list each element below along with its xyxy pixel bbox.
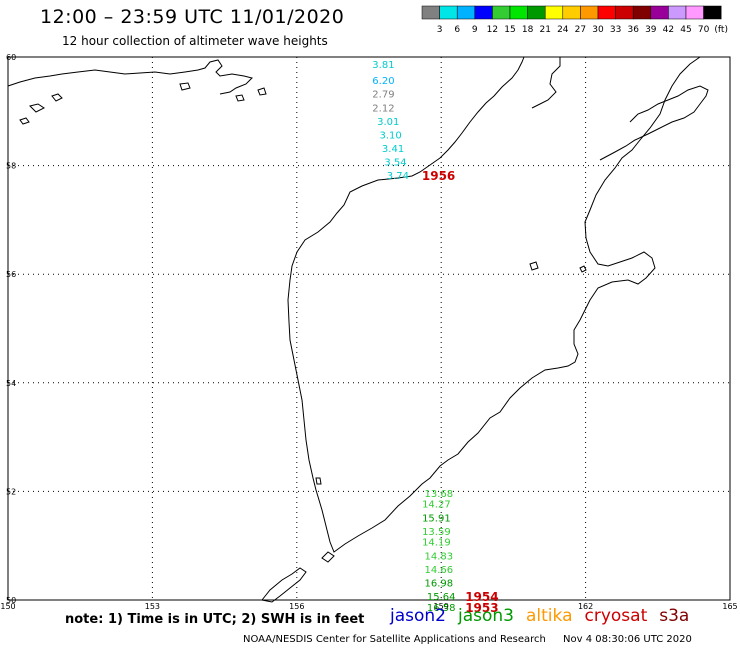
satellite-legend-item: altika [526, 606, 573, 626]
wave-height-label: 2.12 [372, 103, 394, 114]
lon-tick-label: 150 [0, 602, 15, 611]
lat-tick-label: 60 [6, 53, 16, 62]
satellite-legend-item: cryosat [584, 606, 648, 626]
credit-timestamp: Nov 4 08:30:06 UTC 2020 [563, 634, 692, 645]
altimeter-pass: 3.81 6.20 2.79 2.12 3.01 3.10 3.41 3.54 3.74 1956 [372, 60, 455, 183]
lat-tick-label: 50 [6, 596, 16, 605]
north-island-3 [179, 82, 191, 91]
units-note: note: 1) Time is in UTC; 2) SWH is in fe… [65, 612, 365, 627]
pass-time-label: 1953 [465, 601, 498, 615]
north-island-6 [19, 117, 30, 125]
wave-height-label: 3.74 [387, 171, 409, 182]
altimeter-tracks: 3.81 6.20 2.79 2.12 3.01 3.10 3.41 3.54 3.74 1956… [372, 60, 498, 615]
colorbar-label: 42 [663, 25, 674, 35]
lat-tick-label: 58 [6, 162, 16, 171]
colorbar-label: 33 [610, 25, 621, 35]
pass-time-label: 1956 [422, 169, 455, 183]
map-frame [7, 56, 731, 601]
satellite-legend-item: jason3 [458, 606, 514, 626]
wave-height-label: 6.20 [372, 76, 394, 87]
colorbar-label: 24 [557, 25, 569, 35]
credit-org: NOAA/NESDIS Center for Satellite Applica… [243, 634, 546, 645]
wave-height-colorbar: 3 6 9 12 15 18 21 24 27 30 33 36 39 42 45 70 (ft) [421, 5, 728, 35]
colorbar-label: 70 [698, 25, 710, 35]
colorbar-label: 39 [645, 25, 657, 35]
axis-labels: 150 153 156 159 162 165 60 58 56 54 52 50 [0, 53, 737, 611]
lon-tick-label: 159 [434, 602, 449, 611]
northeast-coastline [599, 85, 709, 161]
north-island-5 [257, 87, 267, 96]
wave-height-label: 16.58 [427, 603, 456, 614]
colorbar-swatch [703, 5, 722, 20]
wave-height-label: 14.83 [424, 551, 453, 562]
small-islet-3 [315, 477, 322, 485]
kamchatka-coastline [287, 56, 701, 553]
north-island-1 [29, 103, 45, 113]
wave-height-label: 15.64 [427, 592, 456, 603]
colorbar-label: 9 [472, 25, 478, 35]
credit-line: NOAA/NESDIS Center for Satellite Applica… [243, 634, 706, 645]
north-island-4 [235, 94, 245, 102]
colorbar-label: 12 [487, 25, 498, 35]
wave-height-label: 2.79 [372, 90, 394, 101]
wave-height-label: 13.59 [422, 527, 451, 538]
coastline [7, 56, 709, 603]
colorbar-label: 3 [437, 25, 443, 35]
lat-tick-label: 54 [6, 379, 16, 388]
colorbar-label: 21 [539, 25, 550, 35]
kuril-island-shumshu [321, 551, 335, 563]
colorbar-label: 18 [522, 25, 534, 35]
small-islet-1 [529, 261, 539, 271]
satellite-legend-item: jason2 [390, 606, 446, 626]
north-island-2 [51, 93, 63, 102]
grid-lines [8, 57, 730, 600]
lat-tick-label: 56 [6, 270, 16, 279]
colorbar-label: 30 [592, 25, 604, 35]
satellite-legend-item: s3a [659, 606, 690, 626]
wave-height-label: 14.66 [424, 565, 453, 576]
kuril-island-paramushir [261, 567, 307, 603]
map-subtitle: 12 hour collection of altimeter wave hei… [62, 34, 328, 48]
colorbar-label: 27 [575, 25, 586, 35]
colorbar-label: 6 [454, 25, 460, 35]
small-islet-2 [579, 265, 587, 273]
lon-tick-label: 162 [578, 602, 593, 611]
wave-height-label: 13.68 [424, 489, 453, 500]
colorbar-label: (ft) [714, 25, 728, 35]
lat-tick-label: 52 [6, 487, 16, 496]
northeast-bay-shore [531, 57, 561, 109]
colorbar-label: 45 [680, 25, 691, 35]
wave-height-label: 3.81 [372, 60, 394, 71]
wave-height-label: 16.98 [424, 578, 453, 589]
wave-height-label: 3.10 [380, 130, 402, 141]
pass-time-label: 1954 [465, 590, 498, 604]
altimeter-pass: 16.58 1953 [427, 601, 499, 615]
wave-height-label: 3.01 [377, 117, 399, 128]
map-title: 12:00 – 23:59 UTC 11/01/2020 [40, 6, 345, 28]
wave-height-label: 3.54 [384, 158, 406, 169]
lon-tick-label: 153 [145, 602, 160, 611]
lon-tick-label: 156 [289, 602, 304, 611]
wave-height-label: 14.27 [422, 500, 451, 511]
wave-height-label: 15.91 [422, 513, 451, 524]
wave-height-label: 14.19 [422, 538, 451, 549]
colorbar-label: 15 [504, 25, 515, 35]
satellite-legend: jason2 jason3 altika cryosat s3a [390, 606, 701, 626]
colorbar-label: 36 [627, 25, 639, 35]
lon-tick-label: 165 [722, 602, 737, 611]
wave-height-label: 3.41 [382, 144, 404, 155]
north-coastline [7, 59, 253, 95]
